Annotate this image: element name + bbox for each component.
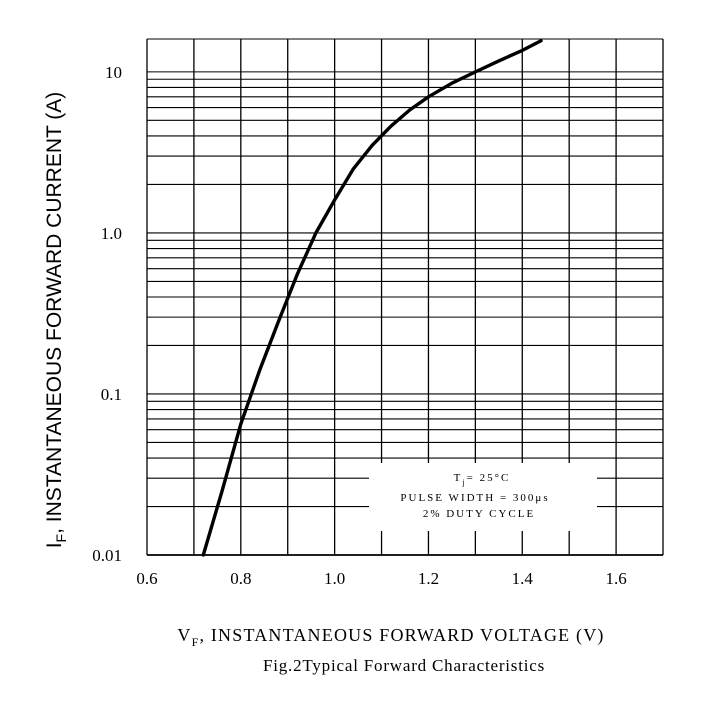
y-axis-label: IF, INSTANTANEOUS FORWARD CURRENT (A) <box>43 92 69 549</box>
annotation-line-pulse-width: PULSE WIDTH = 300μs <box>400 492 549 504</box>
x-tick-label: 1.0 <box>324 569 345 588</box>
x-tick-label: 1.4 <box>512 569 534 588</box>
annotation-line-duty-cycle: 2% DUTY CYCLE <box>423 508 535 520</box>
curve-layer <box>201 39 543 557</box>
annotation-background <box>369 463 597 531</box>
x-tick-label: 0.6 <box>136 569 157 588</box>
forward-current-curve <box>201 39 543 557</box>
x-tick-label: 0.8 <box>230 569 251 588</box>
x-tick-label: 1.2 <box>418 569 439 588</box>
figure-caption: Fig.2Typical Forward Characteristics <box>263 656 545 675</box>
y-tick-labels: 0.01 0.1 1.0 10 <box>92 63 122 565</box>
x-tick-labels: 0.6 0.8 1.0 1.2 1.4 1.6 <box>136 569 626 588</box>
y-tick-label: 10 <box>105 63 122 82</box>
y-tick-label: 0.1 <box>101 385 122 404</box>
x-tick-label: 1.6 <box>605 569 626 588</box>
y-tick-label: 1.0 <box>101 224 122 243</box>
annotation-line-tj: Tj= 25°C <box>454 472 511 487</box>
x-axis-label: VF, INSTANTANEOUS FORWARD VOLTAGE (V) <box>177 625 604 649</box>
y-tick-label: 0.01 <box>92 546 122 565</box>
conditions-annotation: Tj= 25°C PULSE WIDTH = 300μs 2% DUTY CYC… <box>369 463 597 531</box>
